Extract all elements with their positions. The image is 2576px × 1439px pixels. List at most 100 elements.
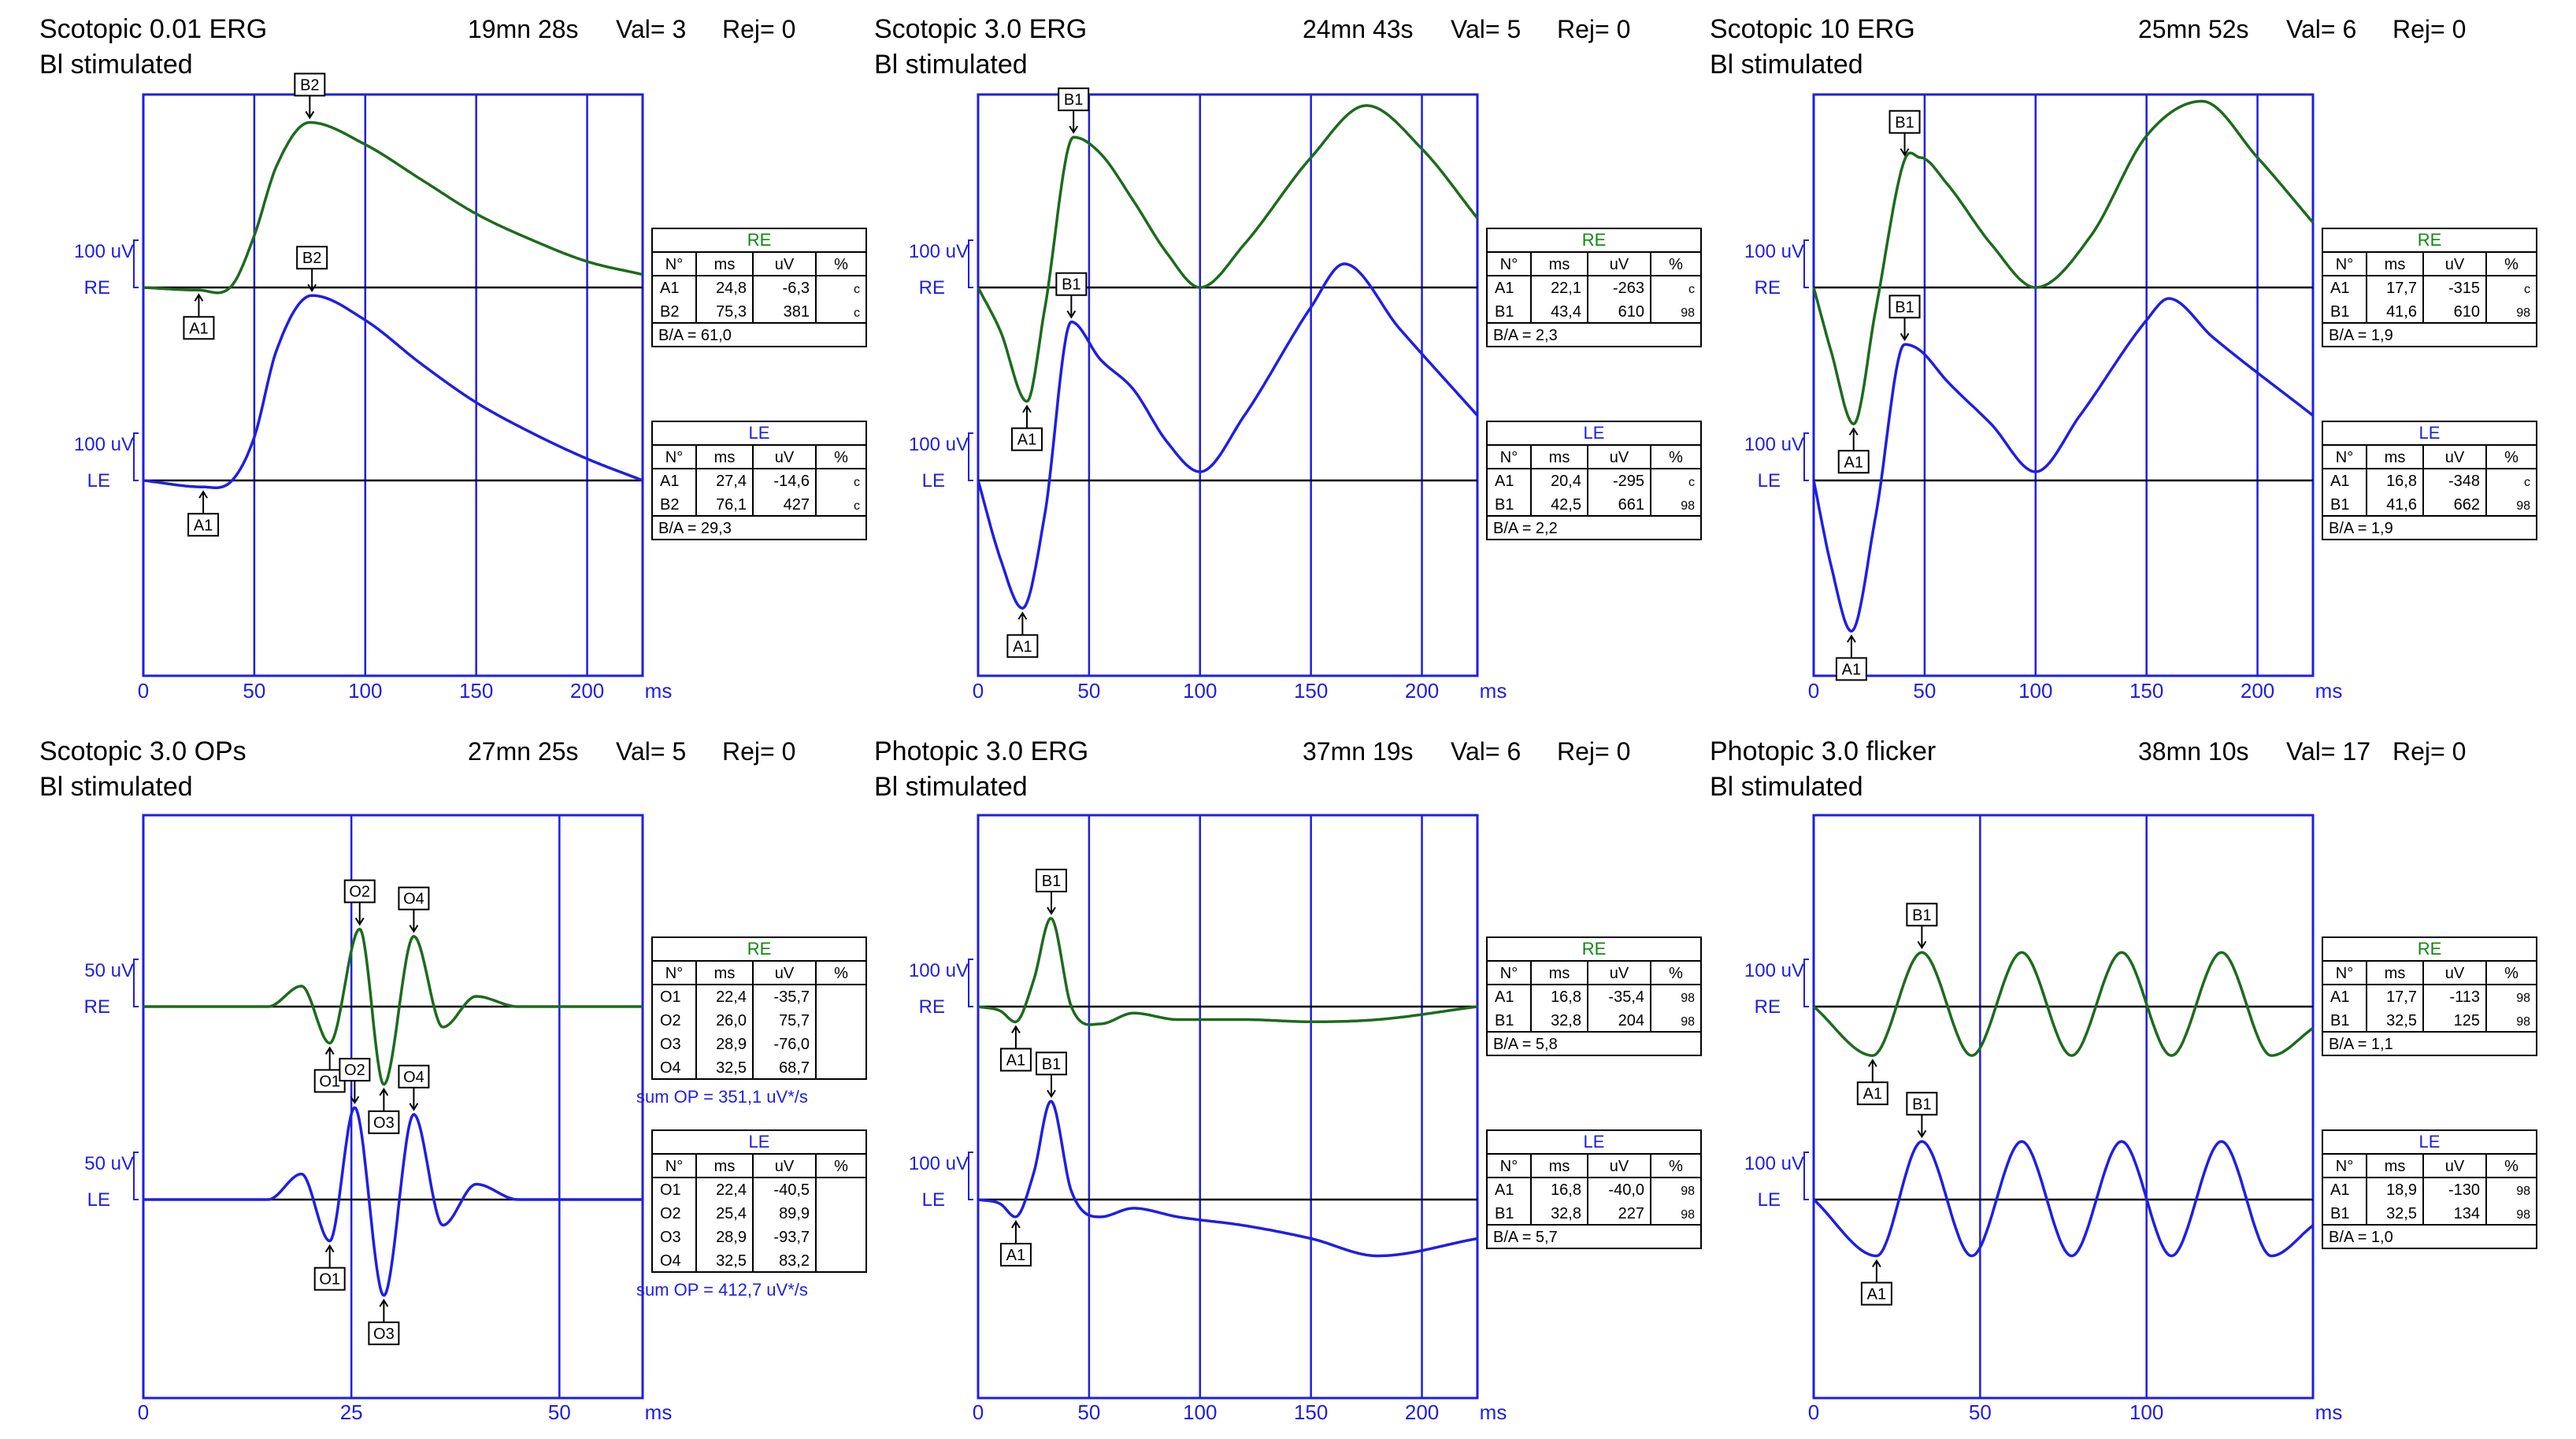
marker-a1: A1 bbox=[187, 490, 220, 537]
marker-o3: O3 bbox=[368, 1087, 400, 1134]
le-trace bbox=[143, 1106, 643, 1297]
table-cell: A1 bbox=[2330, 280, 2349, 297]
table-header: N° bbox=[2336, 256, 2353, 273]
table-cell: -315 bbox=[2448, 280, 2480, 297]
table-cell: c bbox=[2524, 476, 2530, 489]
marker-box bbox=[296, 246, 328, 270]
table-cell: 27,4 bbox=[716, 473, 747, 490]
marker-arrowhead bbox=[1047, 1089, 1056, 1099]
panel-title: Scotopic 0.01 ERG bbox=[39, 14, 267, 44]
table-title: LE bbox=[1584, 1132, 1605, 1152]
marker-label: B1 bbox=[1042, 1055, 1061, 1073]
panel-rej: Rej= 0 bbox=[722, 737, 795, 766]
marker-box bbox=[339, 1058, 371, 1082]
marker-arrowhead bbox=[1900, 332, 1910, 342]
marker-box bbox=[1888, 109, 1921, 134]
marker-box bbox=[999, 1242, 1032, 1267]
panel-scotopic-ops: Scotopic 3.0 OPs Bl stimulated 27mn 25s Val… bbox=[39, 736, 867, 1424]
table-frame bbox=[2322, 936, 2537, 1056]
marker-arrowhead bbox=[1047, 907, 1056, 915]
marker-box bbox=[183, 316, 215, 340]
re-scale-bar bbox=[1803, 239, 1809, 288]
table-title: LE bbox=[2419, 1132, 2441, 1152]
table-header: uV bbox=[1610, 449, 1629, 466]
table-cell: 22,4 bbox=[716, 988, 747, 1006]
table-sum-op: sum OP = 412,7 uV*/s bbox=[636, 1280, 808, 1300]
panel-title: Scotopic 10 ERG bbox=[1710, 14, 1915, 44]
re-scale-label: 100 uV bbox=[909, 241, 969, 262]
table-cell: 32,8 bbox=[1551, 1205, 1581, 1222]
table-cell: c bbox=[854, 476, 860, 489]
marker-label: O4 bbox=[403, 891, 424, 908]
marker-label: O2 bbox=[344, 1062, 365, 1079]
marker-b1: B1 bbox=[1035, 1051, 1067, 1099]
table-cell: 98 bbox=[2516, 1208, 2530, 1222]
x-unit-label: ms bbox=[1480, 679, 1507, 703]
table-title: LE bbox=[749, 423, 770, 443]
table-ratio: B/A = 1,0 bbox=[2329, 1229, 2393, 1246]
marker-arrowhead bbox=[1066, 310, 1077, 319]
marker-label: A1 bbox=[194, 517, 213, 534]
re-scale-label: 100 uV bbox=[74, 241, 134, 262]
table-le: LE N° ms uV % A1 27,4 -14,6 c B2 76,1 427 c B/A = 29,… bbox=[651, 421, 867, 540]
table-header: ms bbox=[1549, 965, 1570, 982]
marker-box bbox=[1835, 657, 1867, 681]
le-eye-label: LE bbox=[1758, 1189, 1781, 1211]
x-tick-label: 100 bbox=[2129, 1400, 2163, 1424]
table-cell: O3 bbox=[660, 1036, 681, 1053]
table-cell: 16,8 bbox=[2386, 473, 2417, 490]
table-sum-op: sum OP = 351,1 uV*/s bbox=[636, 1087, 808, 1107]
re-scale-bar bbox=[133, 239, 139, 288]
table-cell: 83,2 bbox=[779, 1252, 810, 1270]
table-frame bbox=[651, 421, 867, 540]
marker-b1: B1 bbox=[1906, 903, 1938, 950]
x-tick-label: 50 bbox=[1969, 1400, 1992, 1424]
table-header: N° bbox=[2336, 1158, 2353, 1175]
marker-box bbox=[1906, 1092, 1938, 1116]
le-eye-label: LE bbox=[922, 1189, 945, 1211]
panel-title: Scotopic 3.0 ERG bbox=[874, 14, 1087, 44]
table-cell: -93,7 bbox=[773, 1229, 810, 1246]
panel-subtitle: Bl stimulated bbox=[1710, 50, 1863, 80]
table-cell: 20,4 bbox=[1551, 473, 1581, 490]
table-cell: 32,5 bbox=[2386, 1012, 2417, 1029]
marker-arrowhead bbox=[1917, 940, 1927, 950]
x-tick-label: 50 bbox=[1913, 679, 1936, 703]
table-cell: 610 bbox=[1618, 303, 1644, 321]
x-unit-label: ms bbox=[645, 679, 673, 703]
le-scale-bar bbox=[1803, 1152, 1809, 1200]
table-frame bbox=[651, 228, 867, 347]
marker-a1: A1 bbox=[999, 1220, 1032, 1267]
table-cell: -35,4 bbox=[1608, 988, 1644, 1006]
table-cell: 26,0 bbox=[716, 1012, 747, 1029]
marker-label: A1 bbox=[1867, 1286, 1886, 1304]
marker-arrowhead bbox=[305, 110, 315, 120]
marker-label: O3 bbox=[373, 1114, 395, 1132]
table-header: N° bbox=[665, 256, 683, 273]
table-cell: -263 bbox=[1613, 280, 1644, 297]
table-header: N° bbox=[665, 965, 683, 982]
marker-arrowhead bbox=[379, 1087, 389, 1096]
marker-label: A1 bbox=[1844, 454, 1863, 471]
table-cell: 98 bbox=[1681, 992, 1695, 1005]
table-le: LE N° ms uV % A1 16,8 -348 c B1 41,6 662 98 B/A = 1,9 bbox=[2322, 421, 2537, 540]
panel-time: 27mn 25s bbox=[468, 737, 579, 766]
table-cell: B2 bbox=[660, 303, 679, 321]
table-cell: 98 bbox=[1681, 499, 1695, 513]
re-scale-bar bbox=[968, 239, 973, 288]
re-eye-label: RE bbox=[1755, 996, 1781, 1018]
marker-box bbox=[1856, 1081, 1888, 1106]
table-ratio: B/A = 5,7 bbox=[1493, 1229, 1558, 1246]
table-cell: 41,6 bbox=[2386, 496, 2417, 514]
table-cell: 661 bbox=[1618, 496, 1644, 514]
marker-arrowhead bbox=[1022, 404, 1032, 414]
marker-box bbox=[1035, 868, 1067, 892]
table-cell: B1 bbox=[2330, 1205, 2349, 1222]
marker-arrowhead bbox=[409, 925, 419, 933]
x-tick-label: 200 bbox=[2241, 679, 2274, 703]
marker-arrowhead bbox=[1900, 148, 1910, 157]
marker-arrowhead bbox=[1867, 1059, 1877, 1067]
table-cell: c bbox=[2524, 283, 2530, 296]
marker-b2: B2 bbox=[294, 72, 326, 120]
